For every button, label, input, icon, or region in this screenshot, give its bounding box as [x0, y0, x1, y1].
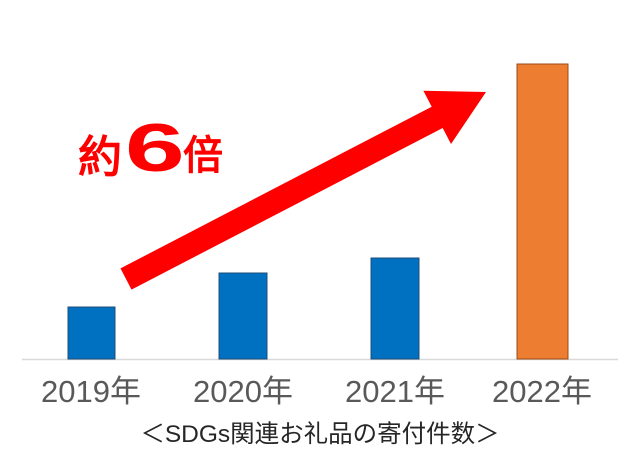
svg-text:2019年: 2019年: [41, 374, 141, 409]
svg-text:2021年: 2021年: [345, 374, 445, 409]
svg-text:2022年: 2022年: [492, 374, 592, 409]
svg-text:2020年: 2020年: [193, 374, 293, 409]
svg-text:＜SDGs関連お礼品の寄付件数＞: ＜SDGs関連お礼品の寄付件数＞: [140, 420, 499, 448]
